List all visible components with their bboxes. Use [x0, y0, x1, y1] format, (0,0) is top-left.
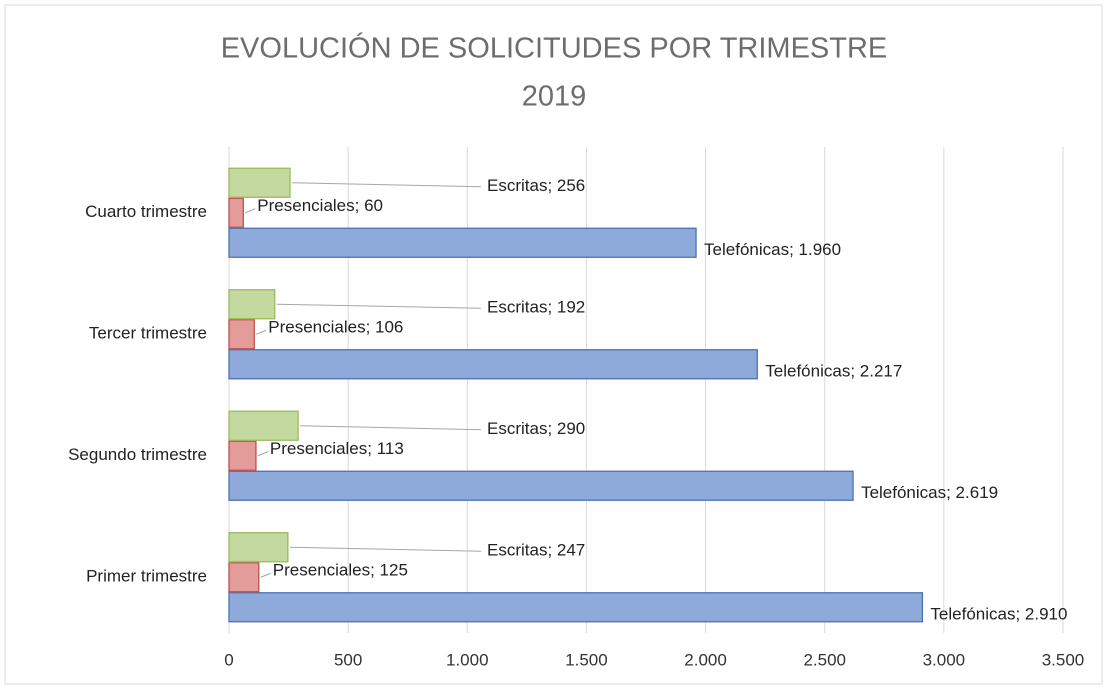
data-label: Escritas; 247 [487, 541, 585, 560]
leader-line [257, 451, 269, 457]
y-tick-label: Primer trimestre [86, 567, 207, 586]
data-label: Presenciales; 125 [273, 561, 408, 580]
bar [228, 410, 299, 441]
x-tick-label: 2.000 [684, 650, 727, 669]
bar [228, 349, 758, 380]
leader-line [276, 303, 482, 309]
bar [228, 592, 924, 623]
bar [228, 197, 244, 228]
data-label: Escritas; 256 [487, 176, 585, 195]
bar [228, 532, 289, 563]
data-label: Telefónicas; 2.619 [861, 483, 998, 502]
x-tick-label: 0 [224, 650, 233, 669]
y-tick-label: Segundo trimestre [68, 445, 207, 464]
bar [228, 470, 854, 501]
data-label: Escritas; 290 [487, 419, 585, 438]
leader-line [245, 208, 256, 214]
bar [228, 562, 260, 593]
chart-title: 2019 [522, 81, 587, 113]
x-tick-label: 2.500 [803, 650, 846, 669]
leader-line [300, 425, 482, 431]
leader-line [291, 182, 482, 188]
leader-line [256, 329, 267, 335]
data-label: Escritas; 192 [487, 298, 585, 317]
leader-line [289, 546, 482, 552]
x-tick-label: 1.000 [446, 650, 489, 669]
bar [228, 227, 697, 258]
data-label: Presenciales; 106 [268, 318, 403, 337]
data-label: Telefónicas; 1.960 [704, 240, 841, 259]
bar [228, 167, 291, 198]
x-tick-label: 1.500 [565, 650, 608, 669]
y-tick-label: Cuarto trimestre [85, 202, 207, 221]
chart-border [4, 4, 1103, 685]
x-tick-label: 3.000 [923, 650, 966, 669]
data-label: Telefónicas; 2.910 [930, 605, 1067, 624]
bar [228, 440, 257, 471]
x-tick-label: 500 [334, 650, 362, 669]
x-tick-label: 3.500 [1042, 650, 1085, 669]
bar [228, 319, 255, 350]
chart-title: EVOLUCIÓN DE SOLICITUDES POR TRIMESTRE [221, 32, 888, 65]
data-label: Presenciales; 60 [257, 196, 383, 215]
data-label: Telefónicas; 2.217 [765, 362, 902, 381]
data-label: Presenciales; 113 [270, 439, 404, 458]
bar [228, 289, 276, 320]
y-tick-label: Tercer trimestre [89, 324, 207, 343]
leader-line [260, 572, 271, 578]
